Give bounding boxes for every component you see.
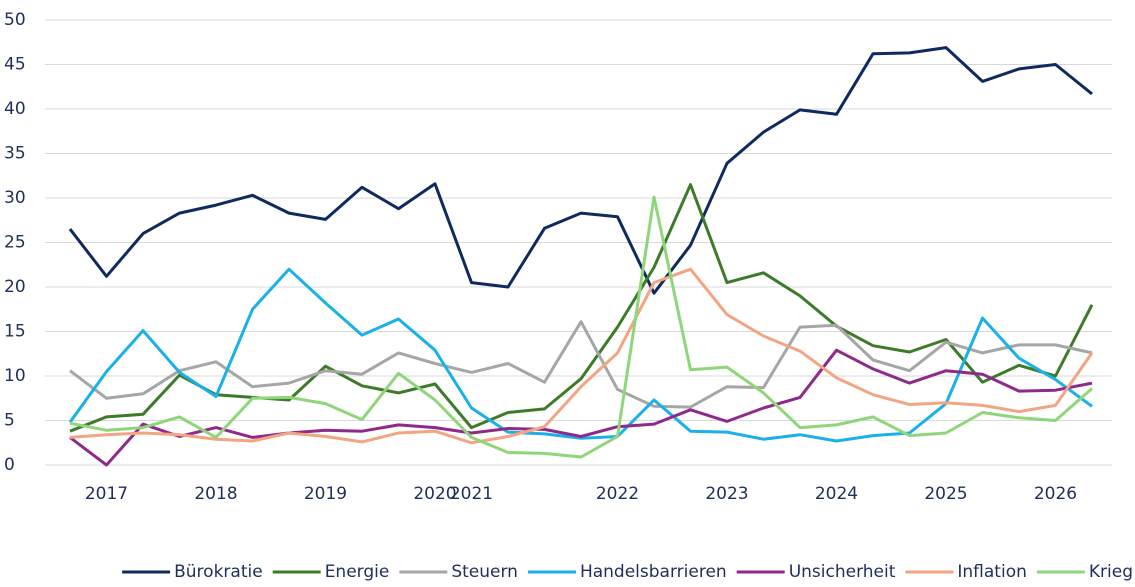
legend-label: Handelsbarrieren xyxy=(580,562,727,582)
series-line xyxy=(69,348,1093,467)
legend-label: Krieg xyxy=(1089,562,1133,582)
legend-label: Inflation xyxy=(957,562,1026,582)
y-tick-label: 20 xyxy=(4,277,26,297)
series-line xyxy=(69,267,1094,445)
x-tick-label: 2025 xyxy=(924,484,967,504)
y-tick-label: 25 xyxy=(4,233,26,253)
y-tick-label: 10 xyxy=(4,366,26,386)
series-line xyxy=(69,195,1093,459)
y-tick-label: 5 xyxy=(4,411,15,431)
x-tick-label: 2018 xyxy=(194,484,237,504)
series-line xyxy=(69,183,1094,433)
y-tick-label: 35 xyxy=(4,144,26,164)
x-tick-label: 2026 xyxy=(1034,484,1077,504)
legend-label: Energie xyxy=(325,562,390,582)
series-line xyxy=(68,267,1093,443)
legend-label: Bürokratie xyxy=(174,562,263,582)
series-line xyxy=(69,320,1093,409)
series-line xyxy=(68,46,1093,295)
x-tick-label: 2020 xyxy=(413,484,456,504)
y-tick-label: 40 xyxy=(4,99,26,119)
x-tick-label: 2024 xyxy=(815,484,858,504)
x-tick-label: 2021 xyxy=(450,484,493,504)
x-tick-label: 2017 xyxy=(85,484,128,504)
y-tick-label: 50 xyxy=(4,10,26,30)
x-tick-label: 2023 xyxy=(705,484,748,504)
legend-label: Unsicherheit xyxy=(789,562,896,582)
y-tick-label: 30 xyxy=(4,188,26,208)
y-tick-label: 0 xyxy=(4,455,15,475)
y-tick-label: 45 xyxy=(4,55,26,75)
legend-label: Steuern xyxy=(451,562,518,582)
y-tick-label: 15 xyxy=(4,322,26,342)
x-tick-label: 2019 xyxy=(304,484,347,504)
x-tick-label: 2022 xyxy=(596,484,639,504)
